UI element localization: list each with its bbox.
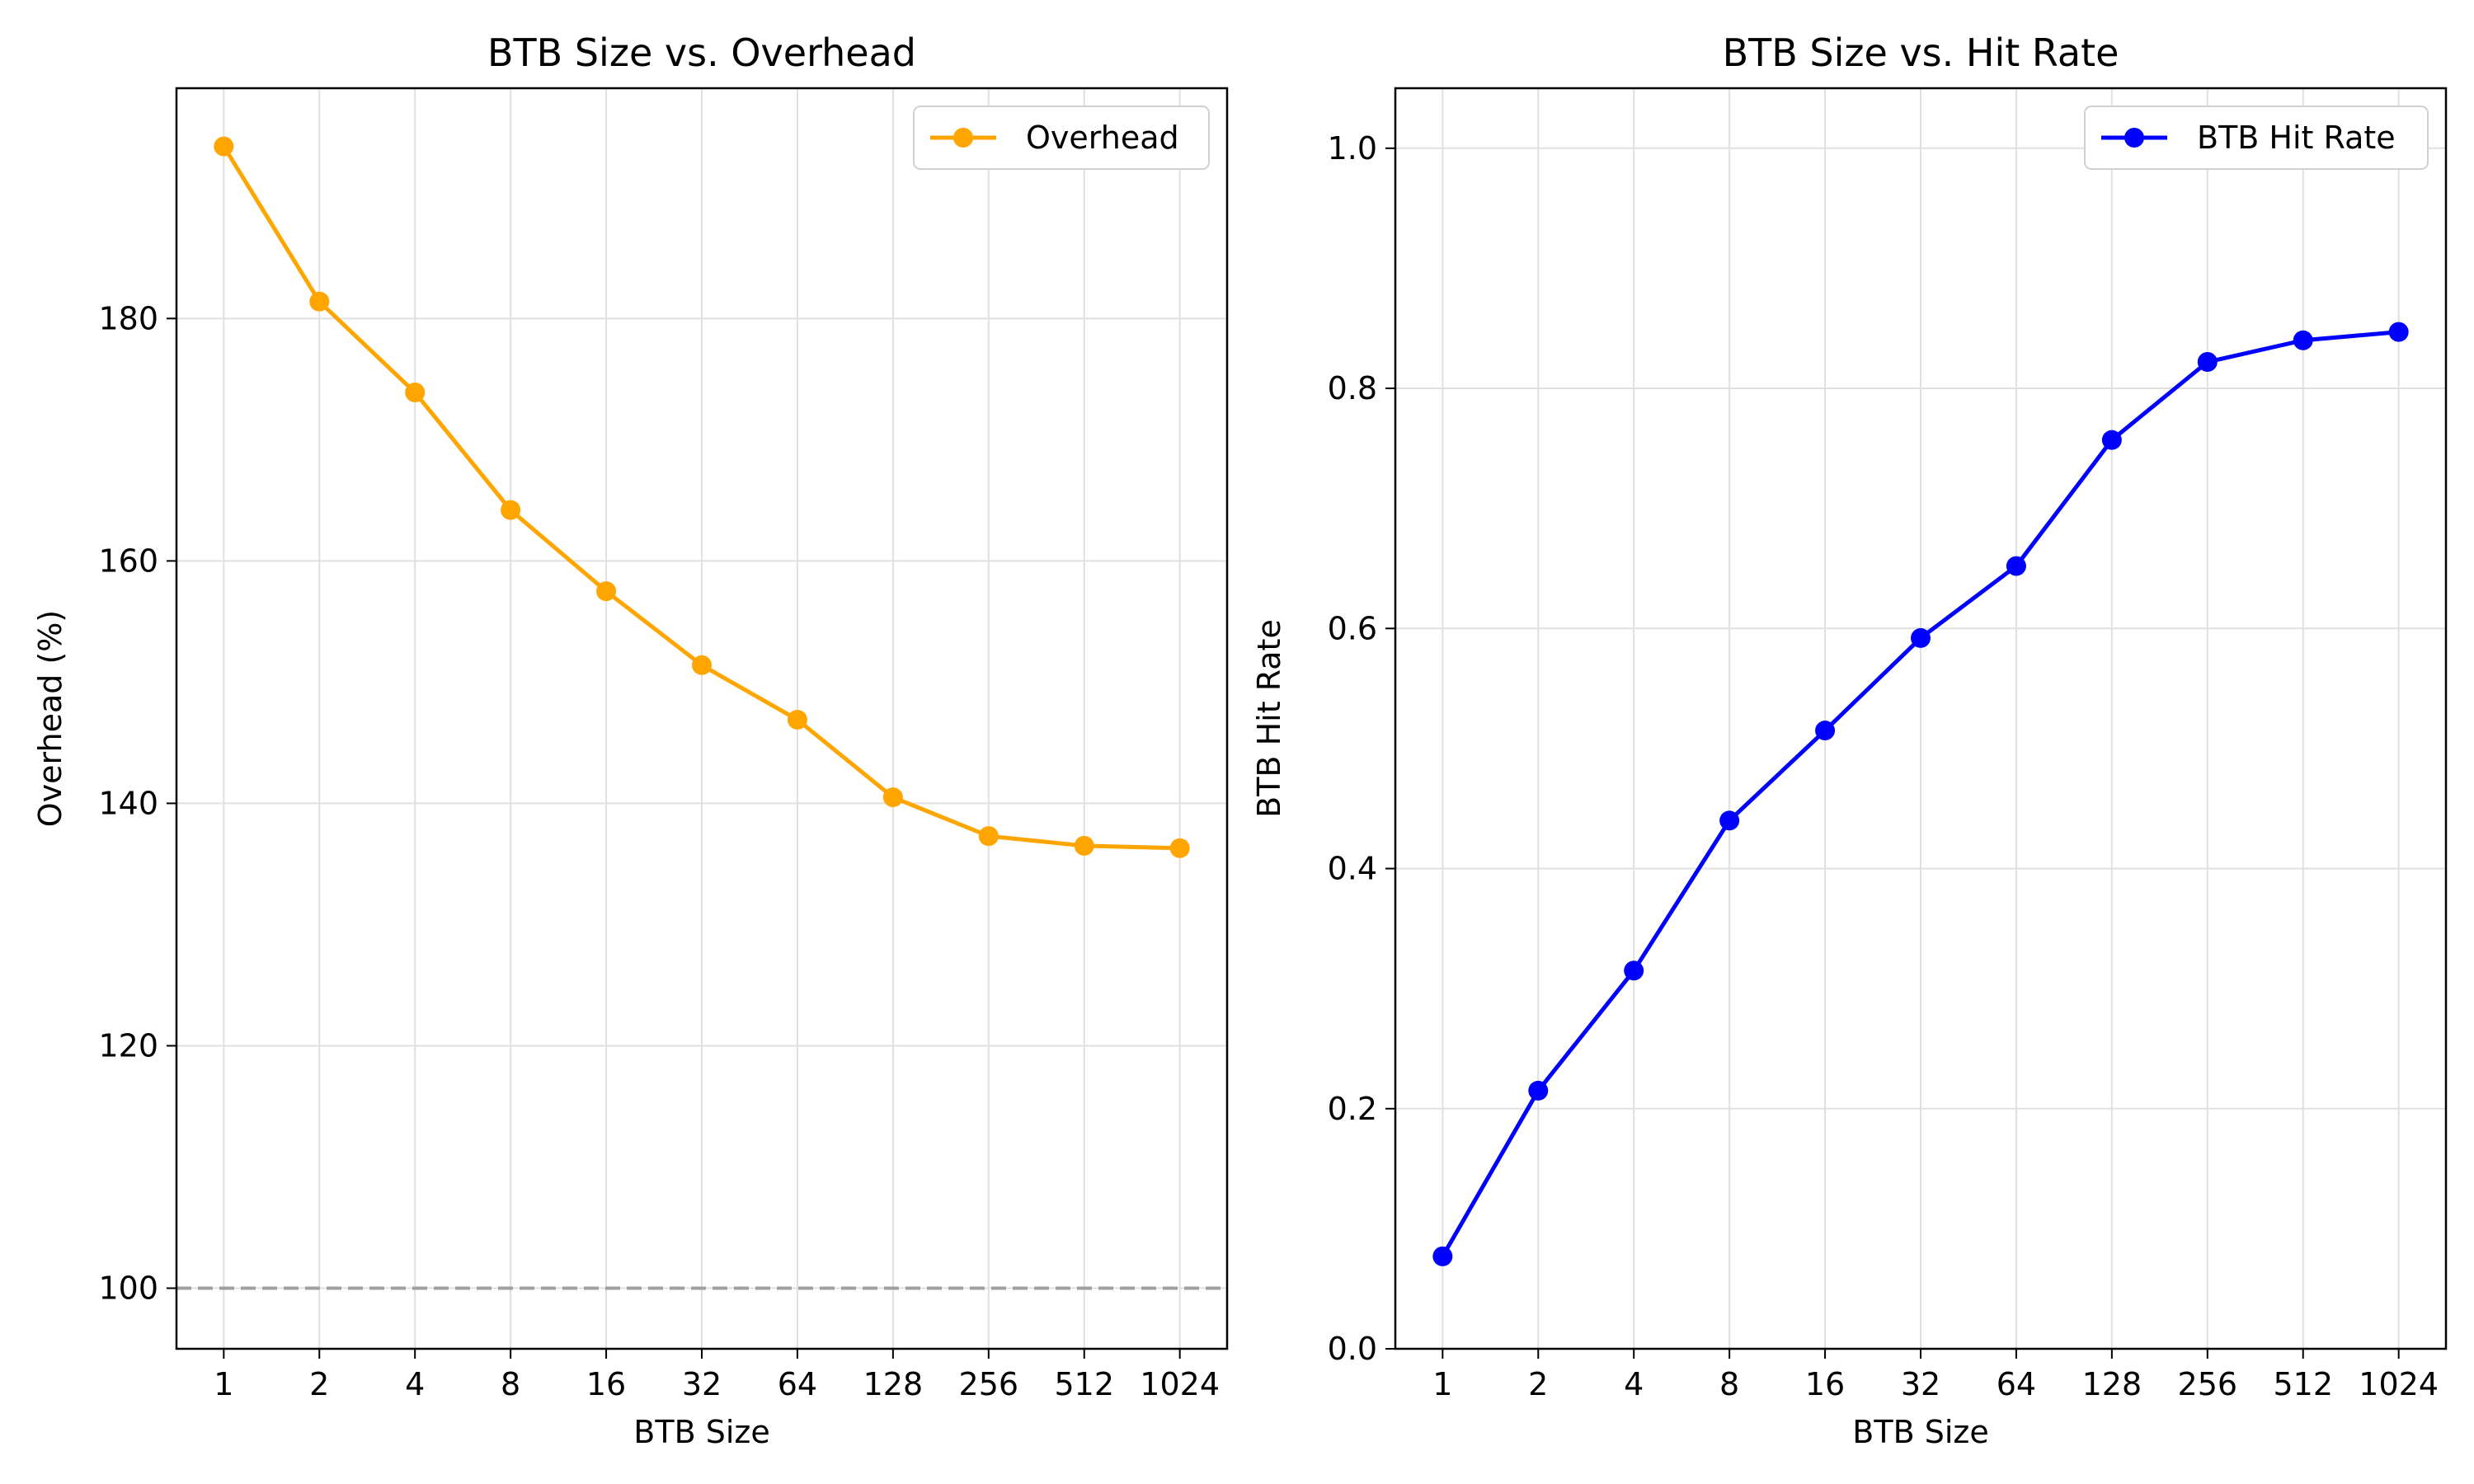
y-tick-label: 180 (98, 300, 158, 336)
x-tick-label: 4 (1624, 1366, 1644, 1402)
data-point (405, 383, 426, 403)
data-point (1074, 835, 1094, 856)
y-axis-label: BTB Hit Rate (1251, 619, 1287, 818)
x-tick-label: 64 (1997, 1366, 2036, 1402)
x-tick-label: 32 (1901, 1366, 1940, 1402)
data-point (978, 826, 999, 847)
data-point (2293, 330, 2313, 350)
x-tick-label: 8 (1719, 1366, 1739, 1402)
data-point (1911, 627, 1931, 648)
legend-marker (953, 128, 973, 148)
legend: BTB Hit Rate (2084, 106, 2429, 170)
data-point (787, 709, 807, 730)
y-tick-label: 0.8 (1328, 370, 1377, 406)
chart-title: BTB Size vs. Overhead (487, 31, 916, 75)
y-tick-label: 0.0 (1328, 1331, 1377, 1367)
y-tick-label: 120 (98, 1027, 158, 1064)
y-tick-label: 0.6 (1328, 610, 1377, 646)
y-tick-label: 0.4 (1328, 851, 1377, 887)
x-tick-label: 256 (2178, 1366, 2238, 1402)
x-axis-label: BTB Size (633, 1414, 769, 1450)
data-point (1432, 1246, 1453, 1266)
data-point (596, 581, 617, 602)
grid (1395, 88, 2446, 1350)
x-tick-label: 2 (309, 1366, 329, 1402)
x-tick-label: 256 (959, 1366, 1019, 1402)
legend-marker (2124, 128, 2144, 148)
data-point (501, 500, 521, 520)
legend-box (2084, 106, 2429, 170)
chart-panel-1: 1 2 4 8 16 32 64 128 256 512 1024 100 120 140 160 180 BT… (32, 31, 1229, 1450)
y-tick-label: 0.2 (1328, 1091, 1377, 1127)
chart-panel-2: 1 2 4 8 16 32 64 128 256 512 1024 0.0 0.2 0.4 0.6 0.8 1.… (1251, 31, 2448, 1450)
data-point (1815, 721, 1836, 741)
data-point (1719, 810, 1740, 831)
y-tick-label: 140 (98, 785, 158, 821)
data-point (2101, 430, 2122, 450)
data-point (1169, 838, 1190, 858)
x-tick-label: 8 (501, 1366, 520, 1402)
x-axis-label: BTB Size (1852, 1414, 1988, 1450)
x-tick-label: 16 (1805, 1366, 1845, 1402)
data-point (214, 136, 234, 157)
grid (176, 88, 1227, 1349)
x-tick-label: 1 (1432, 1366, 1452, 1402)
data-point (2197, 352, 2218, 373)
legend-label: Overhead (1026, 120, 1179, 156)
legend-box (913, 106, 1210, 170)
legend-label: BTB Hit Rate (2197, 120, 2396, 156)
x-tick-label: 512 (2273, 1366, 2333, 1402)
x-tick-label: 1 (214, 1366, 233, 1402)
data-point (882, 787, 903, 808)
x-tick-label: 2 (1528, 1366, 1548, 1402)
x-tick-label: 64 (778, 1366, 817, 1402)
x-tick-label: 1024 (1140, 1366, 1220, 1402)
x-tick-label: 32 (682, 1366, 722, 1402)
y-tick-label: 1.0 (1328, 130, 1377, 167)
x-tick-label: 4 (405, 1366, 425, 1402)
y-tick-label: 100 (98, 1270, 158, 1306)
x-tick-label: 512 (1054, 1366, 1114, 1402)
data-point (1528, 1080, 1549, 1101)
data-point (692, 655, 712, 675)
legend: Overhead (913, 106, 1210, 170)
x-tick-label: 128 (863, 1366, 924, 1402)
y-tick-label: 160 (98, 542, 158, 579)
x-tick-label: 128 (2082, 1366, 2142, 1402)
x-tick-label: 16 (586, 1366, 626, 1402)
data-point (309, 291, 330, 312)
y-axis-label: Overhead (%) (32, 610, 68, 827)
data-point (2006, 556, 2026, 576)
data-point (2388, 322, 2409, 342)
x-tick-label: 1024 (2359, 1366, 2439, 1402)
chart-title: BTB Size vs. Hit Rate (1723, 31, 2119, 75)
data-point (1624, 960, 1644, 981)
